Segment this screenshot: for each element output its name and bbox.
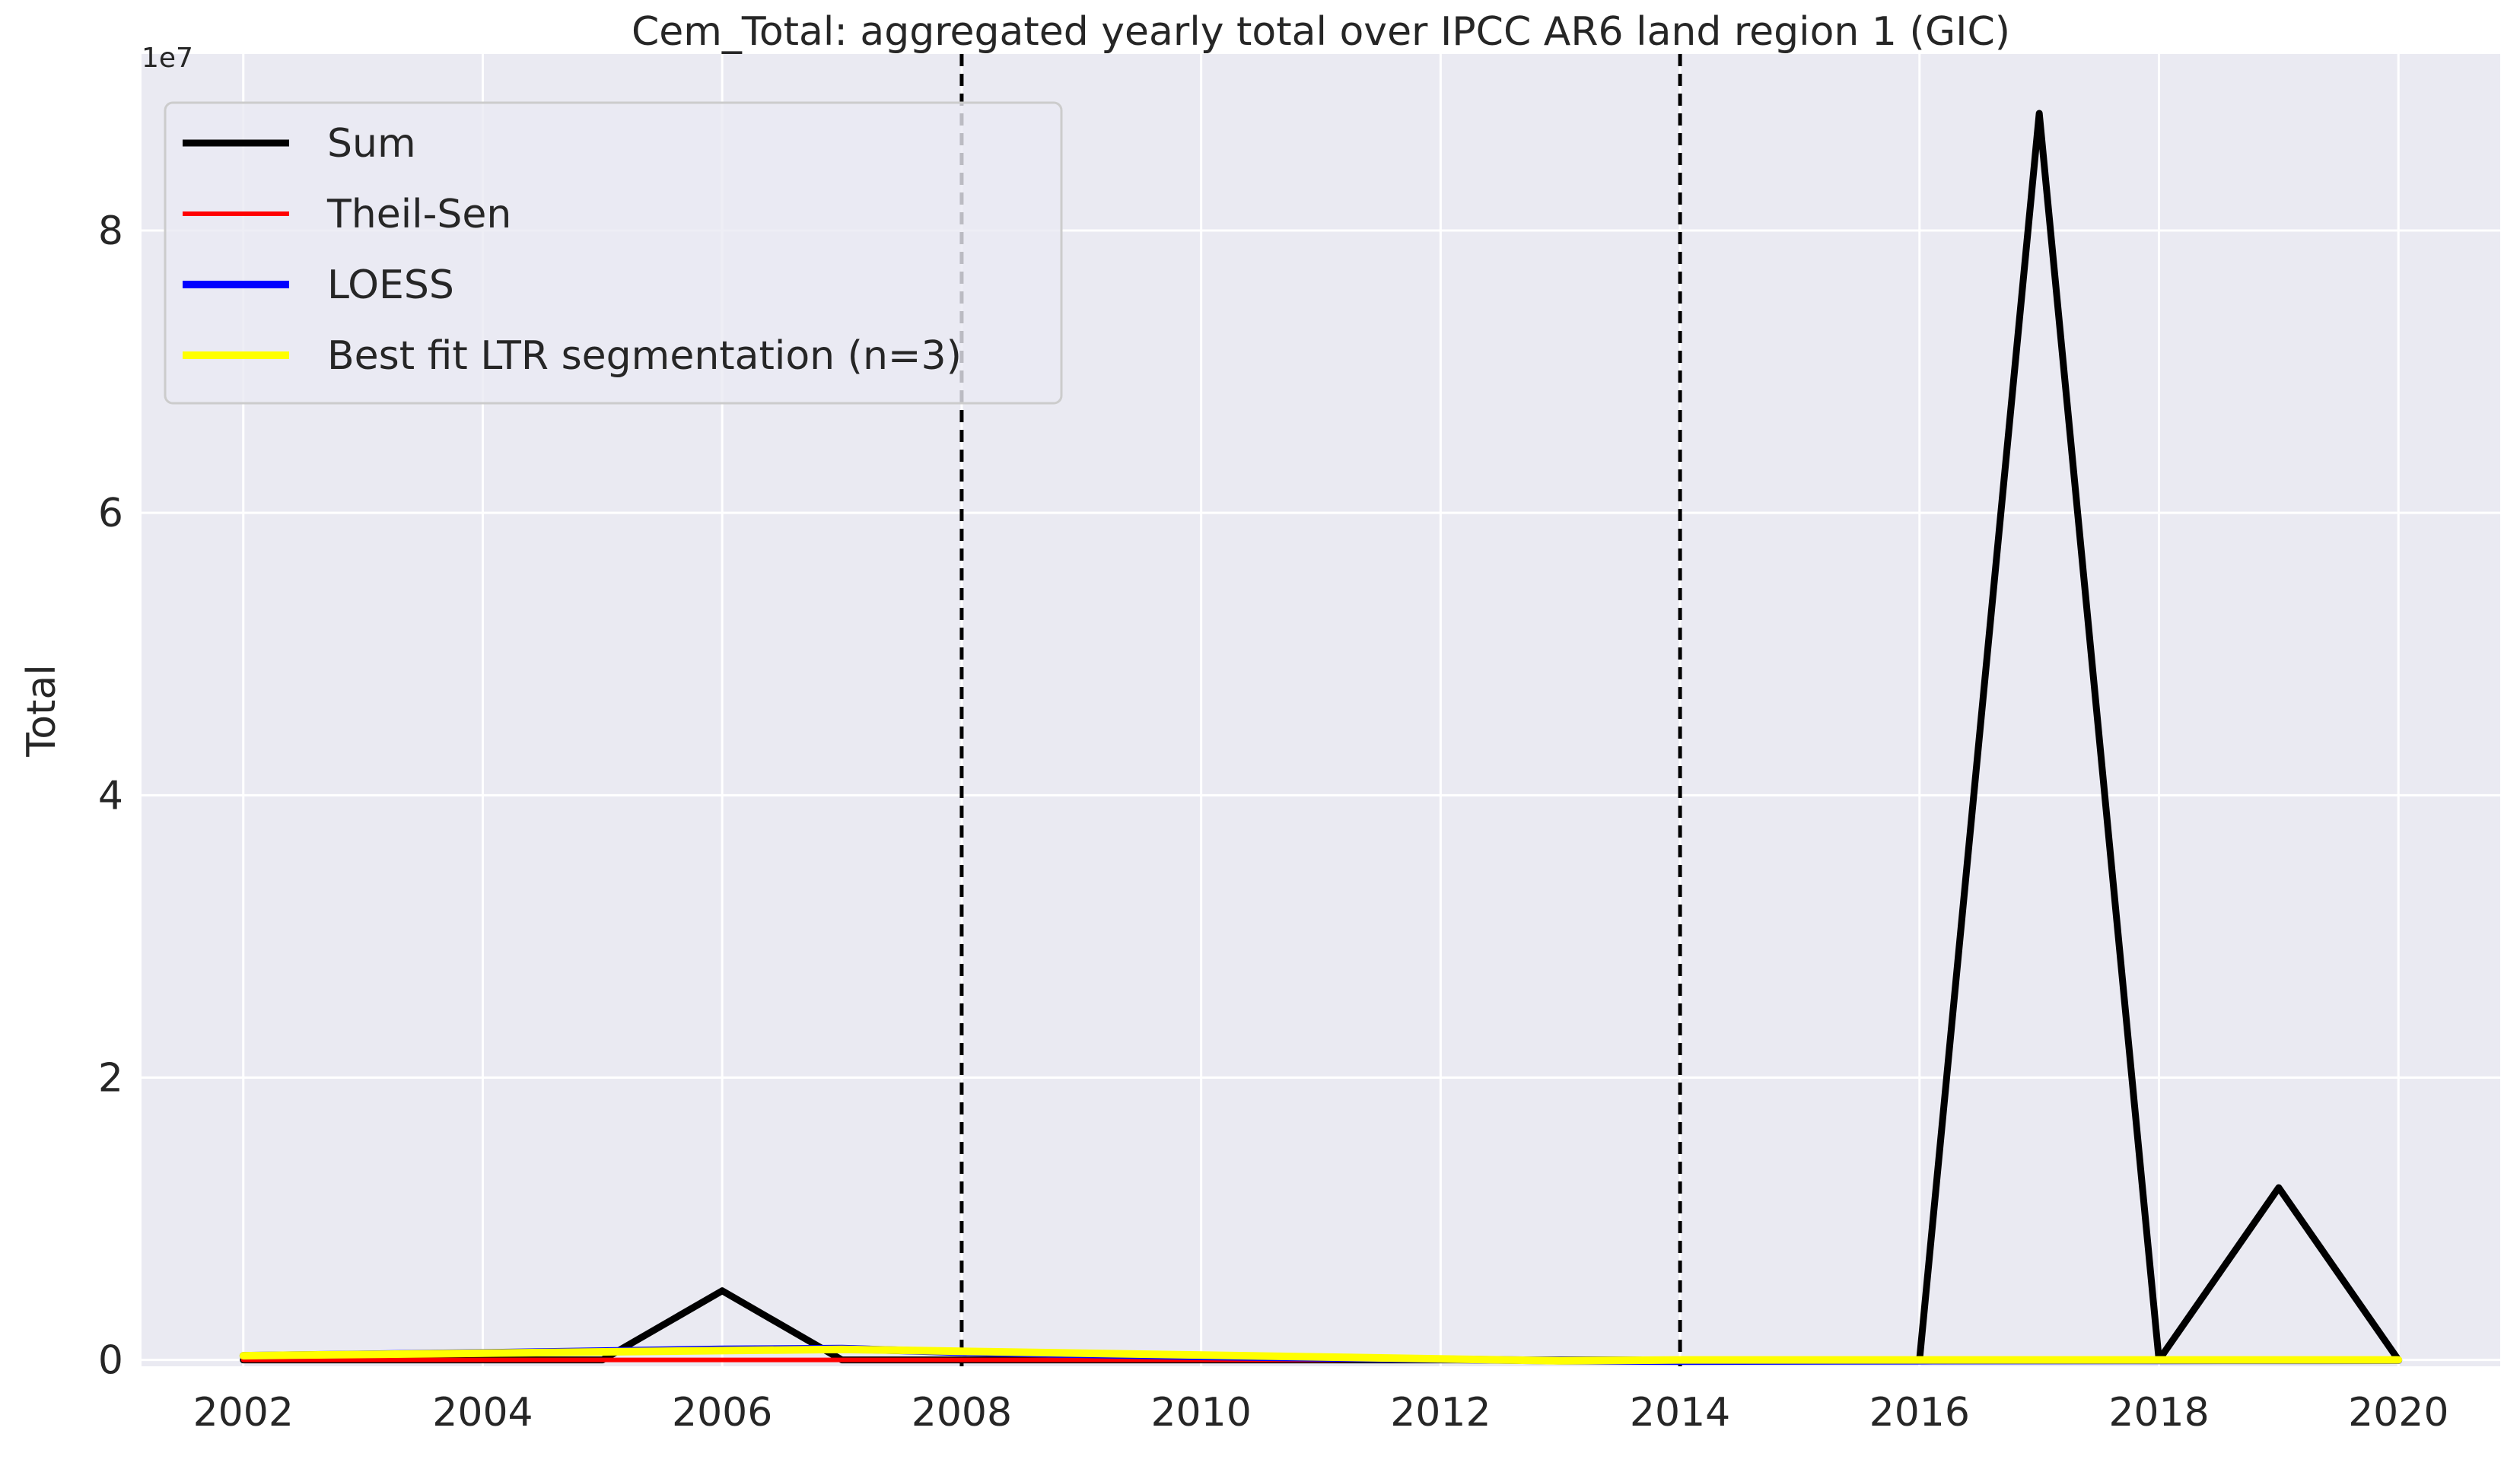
- x-tick-label: 2002: [193, 1390, 294, 1436]
- y-axis-label: Total: [19, 664, 65, 757]
- x-tick-label: 2008: [912, 1390, 1012, 1436]
- y-tick-label: 2: [98, 1055, 123, 1101]
- x-tick-label: 2014: [1630, 1390, 1730, 1436]
- x-tick-label: 2012: [1390, 1390, 1491, 1436]
- series: [239, 110, 2403, 1366]
- y-tick-label: 6: [98, 491, 123, 536]
- series-line-3: [239, 1345, 2403, 1365]
- x-tick-label: 2004: [432, 1390, 533, 1436]
- chart-title: Cem_Total: aggregated yearly total over …: [632, 9, 2010, 55]
- legend-box: [164, 101, 1063, 405]
- x-tick-label: 2018: [2108, 1390, 2209, 1436]
- x-tick-label: 2006: [672, 1390, 772, 1436]
- tick-labels: 2002 2004 2006 2008 2010 2012 2014 2016 2018 2020…: [98, 208, 2449, 1436]
- y-offset-label: 1e7: [142, 43, 193, 74]
- legend-label: Theil-Sen: [326, 192, 511, 237]
- x-tick-label: 2016: [1869, 1390, 1970, 1436]
- x-tick-label: 2010: [1150, 1390, 1251, 1436]
- legend: Sum Theil-Sen LOESS Best fit LTR segmentati…: [164, 101, 1063, 405]
- y-tick-label: 4: [98, 773, 123, 819]
- legend-label: Best fit LTR segmentation (n=3): [327, 333, 962, 379]
- x-tick-label: 2020: [2348, 1390, 2448, 1436]
- y-tick-label: 0: [98, 1338, 123, 1384]
- legend-label: Sum: [327, 121, 416, 167]
- y-tick-label: 8: [98, 208, 123, 254]
- legend-label: LOESS: [327, 262, 454, 308]
